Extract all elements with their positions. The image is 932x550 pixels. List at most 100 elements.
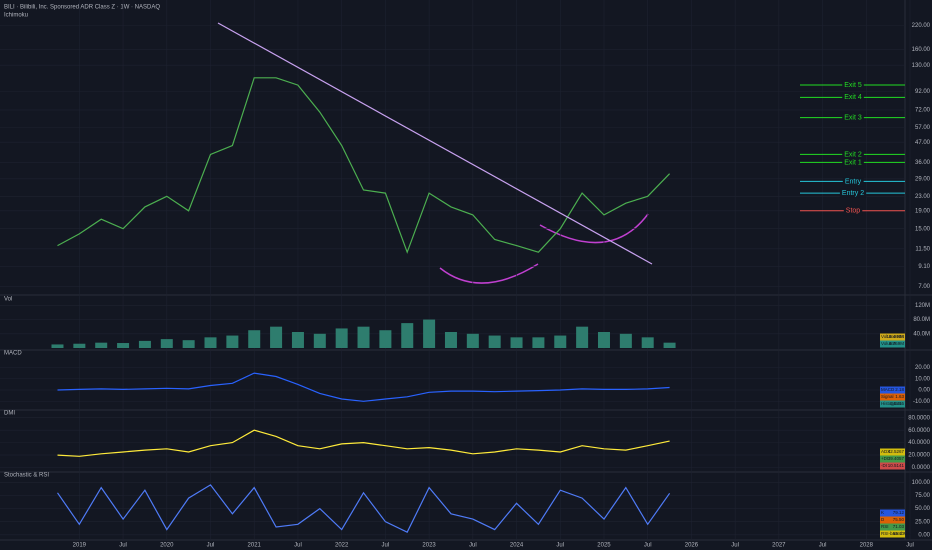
x-tick-label: 2024 [510, 543, 524, 549]
legend-name: Histogram [881, 401, 902, 406]
x-tick-label: 2027 [772, 543, 786, 549]
pane-title: DMI [4, 411, 15, 417]
level-label-bg [842, 80, 864, 90]
level-label: Exit 3 [844, 115, 862, 122]
y-tick-label: 40.0M [913, 331, 930, 337]
x-tick-label: 2021 [248, 543, 262, 549]
x-tick-label: 2020 [160, 543, 174, 549]
legend-tag [880, 340, 905, 348]
x-tick-label: Jul [556, 543, 564, 549]
x-tick-label: Jul [382, 543, 390, 549]
volume-bar [95, 342, 108, 348]
y-tick-label: 40.0000 [908, 440, 930, 446]
volume-bar [488, 335, 501, 348]
legend-value: 1.63 [895, 394, 904, 399]
x-tick-label: 2025 [597, 543, 611, 549]
volume-bar [291, 332, 304, 348]
legend-name: K [881, 510, 884, 515]
volume-bar [576, 326, 589, 348]
legend-name: RSI-based MA [881, 531, 910, 536]
legend-name: D [881, 517, 885, 522]
legend-value: 79.12 [893, 510, 905, 515]
level-label-bg [842, 158, 864, 168]
y-tick-label: 7.00 [918, 284, 930, 290]
volume-bar [270, 326, 283, 348]
level-label-bg [839, 188, 867, 198]
volume-bar [248, 330, 261, 348]
legend-name: +DI [881, 456, 888, 461]
y-tick-label: 120M [915, 303, 930, 309]
y-tick-label: 20.0000 [908, 453, 930, 459]
x-tick-label: Jul [119, 543, 127, 549]
y-tick-label: 130.00 [912, 63, 931, 69]
volume-bar [554, 335, 567, 348]
legend-tag [880, 516, 905, 524]
y-tick-label: 15.00 [915, 226, 931, 232]
y-tick-label: 160.00 [912, 47, 931, 53]
level-label-bg [842, 93, 864, 103]
volume-bar [117, 343, 130, 348]
trend-line [217, 22, 653, 265]
volume-bar [510, 337, 523, 348]
legend-tag [880, 523, 905, 531]
y-tick-label: 10.00 [915, 376, 931, 382]
level-label: Stop [846, 208, 861, 215]
y-tick-label: 60.0000 [908, 428, 930, 434]
y-tick-label: -10.00 [913, 399, 931, 405]
volume-bar [335, 328, 348, 348]
level-label: Exit 5 [844, 82, 862, 89]
legend-tag [880, 333, 905, 341]
y-tick-label: 100.00 [912, 480, 931, 486]
y-tick-label: 47.00 [915, 140, 931, 146]
legend-value: 15.484M [886, 334, 904, 339]
x-tick-label: 2019 [73, 543, 87, 549]
y-tick-label: 72.00 [915, 108, 931, 114]
level-label: Exit 1 [844, 159, 862, 166]
legend-name: ADX [881, 449, 890, 454]
y-tick-label: 220.00 [912, 23, 931, 29]
legend-name: -DI [881, 463, 887, 468]
legend-name: MACD [881, 387, 895, 392]
volume-bar [401, 323, 414, 348]
legend-value: 75.50 [893, 517, 905, 522]
volume-bar [313, 333, 326, 348]
y-tick-label: 9.10 [918, 264, 930, 270]
x-tick-label: Jul [731, 543, 739, 549]
volume-bar [73, 343, 86, 348]
indicator-name: Ichimoku [4, 13, 28, 19]
legend-value: 0.5415 [890, 401, 904, 406]
level-label: Exit 4 [844, 94, 862, 101]
legend-value: 71.03 [893, 524, 905, 529]
volume-bar [51, 344, 64, 348]
x-tick-label: 2023 [422, 543, 436, 549]
legend-tag [880, 509, 905, 517]
volume-bar [160, 339, 173, 348]
x-tick-label: Jul [819, 543, 827, 549]
y-tick-label: 25.00 [915, 519, 931, 525]
y-tick-label: 57.00 [915, 125, 931, 131]
legend-value: 2.18 [895, 387, 904, 392]
legend-value: 42.5267 [888, 449, 905, 454]
legend-tag [880, 386, 905, 394]
y-tick-label: 0.0000 [912, 465, 931, 471]
volume-bar [226, 335, 239, 348]
y-tick-label: 36.00 [915, 160, 931, 166]
volume-bar [532, 337, 545, 348]
volume-bar [204, 337, 217, 348]
legend-tag [880, 455, 905, 463]
legend-value: 39.4057 [888, 456, 905, 461]
x-tick-label: Jul [469, 543, 477, 549]
level-label: Exit 2 [844, 151, 862, 158]
legend-tag [880, 448, 905, 456]
cup-arc [539, 213, 649, 244]
y-tick-label: 0.00 [918, 532, 930, 538]
volume-bar [138, 340, 151, 348]
level-label-bg [842, 177, 864, 187]
pane-title: MACD [4, 351, 22, 357]
x-tick-label: 2026 [685, 543, 699, 549]
legend-value: 63.10 [893, 531, 905, 536]
volume-bar [357, 326, 370, 348]
y-tick-label: 20.00 [915, 365, 931, 371]
